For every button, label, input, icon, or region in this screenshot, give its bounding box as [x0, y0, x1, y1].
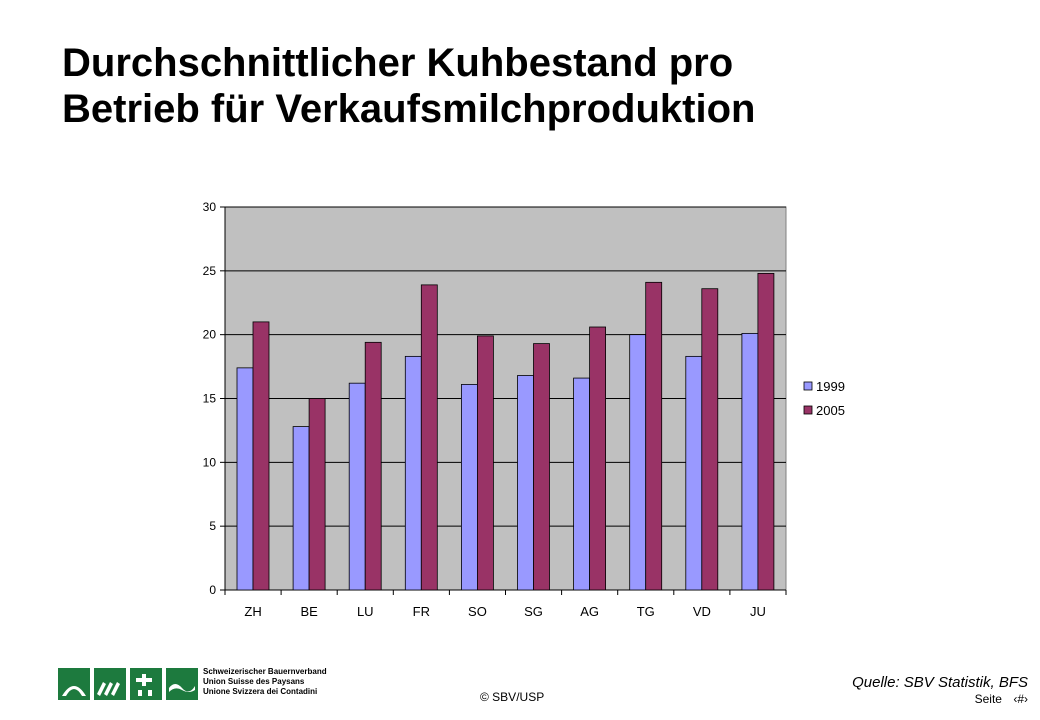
legend-label: 2005	[816, 403, 845, 418]
y-tick-label: 5	[209, 519, 216, 533]
sbv-logo-icon	[58, 668, 198, 700]
bar-chart: 0 5 10 15 20 25 30 ZH BE LU FR SO SG AG TG VD JU 1999 2005	[203, 200, 845, 619]
x-tick-label: TG	[637, 604, 655, 619]
bar-1999-be	[292, 426, 310, 591]
bar-1999-so	[460, 384, 478, 591]
y-tick-label: 0	[209, 583, 216, 597]
x-tick-label: SO	[468, 604, 487, 619]
bar-1999-tg	[629, 334, 647, 591]
title-line-1: Durchschnittlicher Kuhbestand pro	[62, 41, 734, 85]
bar-2005-fr	[420, 284, 438, 591]
x-tick-label: AG	[580, 604, 599, 619]
page-label: Seite	[974, 692, 1002, 706]
legend-label: 1999	[816, 379, 845, 394]
org-name-it: Unione Svizzera dei Contadini	[203, 687, 318, 696]
legend-swatch	[803, 405, 813, 415]
bar-2005-so	[476, 335, 494, 591]
x-tick-label: JU	[750, 604, 766, 619]
org-name-fr: Union Suisse des Paysans	[203, 677, 305, 686]
page-number: ‹#›	[1013, 692, 1028, 706]
source-note: Quelle: SBV Statistik, BFS	[852, 674, 1028, 691]
y-tick-label: 25	[203, 264, 217, 278]
organization-names: Schweizerischer Bauernverband Union Suis…	[203, 667, 327, 697]
bar-1999-zh	[236, 367, 254, 591]
bar-2005-ju	[757, 272, 775, 591]
x-tick-label: SG	[524, 604, 543, 619]
bar-1999-fr	[404, 355, 422, 591]
footer-page: Seite ‹#›	[975, 692, 1028, 706]
bar-1999-ag	[573, 377, 590, 591]
footer-copyright: © SBV/USP	[480, 690, 545, 704]
y-tick-label: 30	[203, 200, 217, 214]
y-tick-label: 20	[203, 328, 217, 342]
bar-2005-zh	[252, 321, 270, 591]
x-tick-label: VD	[693, 604, 711, 619]
x-tick-label: ZH	[244, 604, 261, 619]
bar-2005-ag	[589, 326, 606, 591]
page-title: Durchschnittlicher Kuhbestand pro Betrie…	[62, 40, 1022, 132]
y-tick-label: 15	[203, 392, 217, 406]
bar-1999-ju	[741, 332, 759, 591]
x-tick-label: BE	[300, 604, 318, 619]
bar-2005-tg	[645, 281, 663, 591]
bar-1999-vd	[685, 355, 703, 591]
x-tick-label: FR	[413, 604, 430, 619]
org-name-de: Schweizerischer Bauernverband	[203, 667, 327, 676]
legend-swatch	[803, 381, 813, 391]
title-line-2: Betrieb für Verkaufsmilchproduktion	[62, 87, 756, 131]
x-tick-label: LU	[357, 604, 374, 619]
bar-2005-lu	[364, 341, 382, 591]
bar-1999-lu	[348, 382, 366, 591]
bar-2005-vd	[701, 288, 719, 591]
bar-2005-sg	[533, 343, 550, 591]
bar-1999-sg	[517, 375, 534, 591]
bar-2005-be	[308, 398, 326, 591]
y-tick-label: 10	[203, 455, 217, 469]
